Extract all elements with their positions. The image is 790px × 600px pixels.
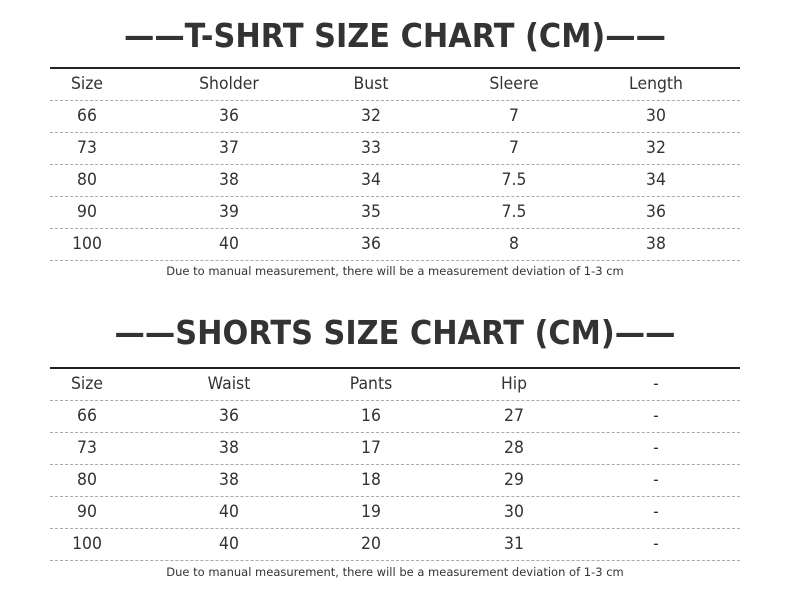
table-cell: 90 (77, 502, 97, 522)
column-header: Pants (349, 374, 393, 394)
table-cell: - (653, 406, 659, 426)
table-cell: 20 (361, 534, 381, 554)
table-cell: 36 (646, 202, 666, 222)
table-cell: - (653, 470, 659, 490)
table-cell: 17 (361, 438, 381, 458)
table-cell: 38 (219, 470, 239, 490)
table-cell: 19 (361, 502, 381, 522)
table-cell: 73 (77, 138, 97, 158)
table-cell: 34 (361, 170, 381, 190)
table-row: 66 36 16 27 - (50, 401, 740, 433)
table-cell: 35 (361, 202, 381, 222)
column-header: Sholder (199, 74, 259, 94)
table-cell: 30 (504, 502, 524, 522)
table-cell: 7.5 (501, 170, 527, 190)
table-cell: 38 (219, 438, 239, 458)
column-header: Length (629, 74, 683, 94)
table-cell: - (653, 438, 659, 458)
header-row: Size Waist Pants Hip - (50, 369, 740, 401)
table-cell: 16 (361, 406, 381, 426)
column-header: Size (70, 74, 104, 94)
table-cell: 66 (77, 406, 97, 426)
table-row: 80 38 34 7.5 34 (50, 165, 740, 197)
table-cell: 29 (504, 470, 524, 490)
table-cell: 36 (361, 234, 381, 254)
tshirt-title: ——T-SHRT SIZE CHART (CM)—— (123, 16, 667, 55)
table-cell: 38 (219, 170, 239, 190)
table-cell: 80 (77, 470, 97, 490)
tshirt-size-table: Size Sholder Bust Sleere Length 66 36 32 7 30 73 37… (50, 67, 740, 261)
table-cell: 36 (219, 106, 239, 126)
table-cell: 28 (504, 438, 524, 458)
table-cell: 33 (361, 138, 381, 158)
table-row: 100 40 36 8 38 (50, 229, 740, 261)
shorts-measurement-note: Due to manual measurement, there will be… (166, 565, 624, 579)
table-cell: 40 (219, 502, 239, 522)
tshirt-measurement-note: Due to manual measurement, there will be… (166, 264, 624, 278)
table-cell: 39 (219, 202, 239, 222)
table-cell: 36 (219, 406, 239, 426)
table-cell: 73 (77, 438, 97, 458)
table-cell: 7.5 (501, 202, 527, 222)
table-cell: 40 (219, 534, 239, 554)
shorts-title: ——SHORTS SIZE CHART (CM)—— (114, 313, 676, 352)
table-cell: 27 (504, 406, 524, 426)
table-cell: 7 (509, 106, 519, 126)
table-cell: - (653, 502, 659, 522)
header-row: Size Sholder Bust Sleere Length (50, 69, 740, 101)
table-row: 90 40 19 30 - (50, 497, 740, 529)
table-cell: 37 (219, 138, 239, 158)
table-cell: - (653, 534, 659, 554)
table-cell: 32 (646, 138, 666, 158)
column-header: Waist (207, 374, 251, 394)
table-cell: 32 (361, 106, 381, 126)
column-header: Hip (500, 374, 528, 394)
table-cell: 18 (361, 470, 381, 490)
table-cell: 100 (72, 234, 102, 254)
column-header: - (653, 374, 659, 394)
table-cell: 7 (509, 138, 519, 158)
table-row: 73 37 33 7 32 (50, 133, 740, 165)
shorts-size-table: Size Waist Pants Hip - 66 36 16 27 - 73 38 17 28 - 80 38… (50, 367, 740, 561)
table-cell: 80 (77, 170, 97, 190)
table-cell: 30 (646, 106, 666, 126)
table-cell: 38 (646, 234, 666, 254)
column-header: Bust (353, 74, 389, 94)
table-row: 66 36 32 7 30 (50, 101, 740, 133)
table-row: 73 38 17 28 - (50, 433, 740, 465)
table-cell: 100 (72, 534, 102, 554)
table-cell: 40 (219, 234, 239, 254)
table-row: 90 39 35 7.5 36 (50, 197, 740, 229)
column-header: Size (70, 374, 104, 394)
table-cell: 90 (77, 202, 97, 222)
table-cell: 66 (77, 106, 97, 126)
table-row: 100 40 20 31 - (50, 529, 740, 561)
column-header: Sleere (489, 74, 539, 94)
table-cell: 31 (504, 534, 524, 554)
table-row: 80 38 18 29 - (50, 465, 740, 497)
table-cell: 8 (509, 234, 519, 254)
table-cell: 34 (646, 170, 666, 190)
